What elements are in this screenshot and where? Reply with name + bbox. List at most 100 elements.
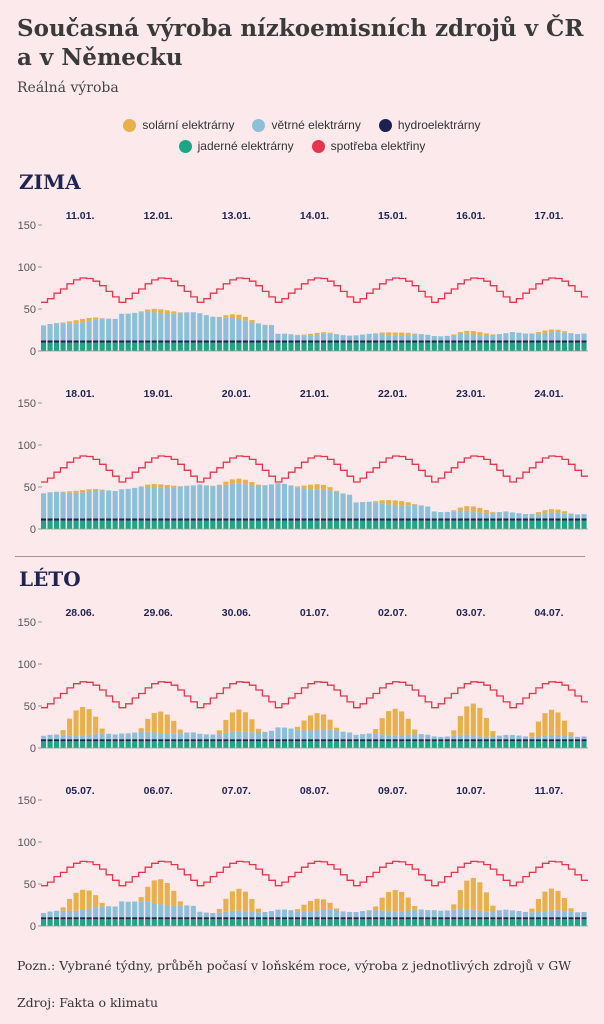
hydro-segment bbox=[483, 739, 489, 742]
nuclear-segment bbox=[307, 919, 314, 926]
nuclear-segment bbox=[106, 520, 112, 529]
hour-bar bbox=[288, 728, 294, 748]
wind-segment bbox=[223, 732, 229, 740]
wind-segment bbox=[112, 318, 118, 341]
day-label: 23.01. bbox=[456, 388, 485, 400]
hydro-segment bbox=[249, 739, 255, 742]
hydro-segment bbox=[321, 917, 327, 920]
legend-nuclear-label: jaderné elektrárny bbox=[197, 139, 294, 153]
hour-bar bbox=[171, 311, 177, 351]
y-tick-label: 0 bbox=[30, 524, 36, 536]
wind-segment bbox=[490, 335, 496, 341]
nuclear-segment bbox=[47, 741, 53, 748]
wind-segment bbox=[301, 488, 307, 519]
nuclear-segment bbox=[490, 919, 496, 926]
nuclear-segment bbox=[86, 342, 92, 351]
wind-segment bbox=[236, 483, 242, 519]
solar-segment bbox=[145, 718, 151, 732]
wind-segment bbox=[503, 333, 509, 341]
hydro-segment bbox=[67, 518, 73, 521]
wind-segment bbox=[268, 911, 274, 918]
hour-bar bbox=[249, 719, 255, 748]
nuclear-segment bbox=[164, 741, 170, 748]
wind-segment bbox=[288, 910, 294, 918]
hour-bar bbox=[347, 732, 353, 748]
hour-bar bbox=[54, 323, 60, 351]
nuclear-segment bbox=[509, 342, 515, 351]
hydro-segment bbox=[379, 340, 385, 343]
wind-segment bbox=[249, 732, 255, 740]
wind-segment bbox=[340, 911, 346, 918]
wind-segment bbox=[392, 735, 398, 740]
hydro-segment bbox=[431, 340, 437, 343]
wind-segment bbox=[581, 333, 587, 341]
hour-bar bbox=[314, 484, 320, 529]
wind-segment bbox=[184, 732, 190, 740]
wind-segment bbox=[281, 727, 288, 740]
solar-segment bbox=[229, 314, 235, 319]
wind-segment bbox=[379, 334, 385, 341]
nuclear-segment bbox=[503, 919, 509, 926]
solar-segment bbox=[405, 332, 411, 335]
hour-bar bbox=[555, 329, 561, 351]
nuclear-segment bbox=[379, 520, 385, 529]
hydro-segment bbox=[392, 518, 398, 521]
nuclear-segment bbox=[210, 342, 216, 351]
nuclear-segment bbox=[112, 919, 118, 926]
nuclear-segment bbox=[581, 741, 587, 748]
hydro-segment bbox=[503, 739, 509, 742]
hour-bar bbox=[138, 728, 144, 748]
nuclear-segment bbox=[86, 919, 92, 926]
hydro-segment bbox=[412, 518, 418, 521]
hour-bar bbox=[99, 902, 105, 926]
hour-bar bbox=[548, 709, 555, 748]
solar-segment bbox=[80, 319, 86, 323]
solar-segment bbox=[307, 333, 314, 336]
nuclear-segment bbox=[366, 919, 372, 926]
nuclear-segment bbox=[158, 342, 164, 351]
wind-segment bbox=[54, 323, 60, 341]
hydro-segment bbox=[190, 340, 196, 343]
hour-bar bbox=[542, 330, 548, 351]
hydro-segment bbox=[509, 917, 515, 920]
hydro-segment bbox=[444, 340, 450, 343]
solar-segment bbox=[568, 732, 574, 737]
wind-segment bbox=[307, 911, 314, 918]
wind-segment bbox=[275, 727, 281, 740]
wind-segment bbox=[561, 513, 568, 519]
solar-segment bbox=[138, 728, 144, 732]
hydro-segment bbox=[522, 340, 528, 343]
hydro-segment bbox=[314, 340, 320, 343]
nuclear-segment bbox=[321, 919, 327, 926]
hydro-segment bbox=[158, 518, 164, 521]
hydro-segment bbox=[171, 739, 177, 742]
wind-segment bbox=[451, 909, 457, 918]
hydro-segment bbox=[535, 340, 541, 343]
nuclear-segment bbox=[555, 741, 561, 748]
wind-segment bbox=[327, 333, 333, 341]
nuclear-segment bbox=[112, 741, 118, 748]
hydro-segment bbox=[281, 518, 288, 521]
wind-segment bbox=[347, 494, 353, 519]
hydro-segment bbox=[457, 340, 463, 343]
wind-segment bbox=[379, 734, 385, 740]
wind-segment bbox=[399, 505, 405, 519]
wind-segment bbox=[80, 492, 86, 519]
solar-segment bbox=[307, 484, 314, 490]
hour-bar bbox=[392, 889, 398, 926]
wind-segment bbox=[93, 733, 99, 740]
hydro-segment bbox=[457, 739, 463, 742]
nuclear-segment bbox=[281, 919, 288, 926]
wind-segment bbox=[229, 483, 235, 519]
solar-segment bbox=[561, 720, 568, 736]
hydro-segment bbox=[210, 739, 216, 742]
nuclear-segment bbox=[347, 520, 353, 529]
solar-segment bbox=[73, 320, 79, 324]
hour-bar bbox=[210, 316, 216, 351]
hour-bar bbox=[535, 512, 541, 529]
nuclear-segment bbox=[151, 520, 157, 529]
legend-demand: spotřeba elektřiny bbox=[311, 139, 425, 153]
nuclear-segment bbox=[581, 520, 587, 529]
nuclear-segment bbox=[190, 342, 196, 351]
solar-segment bbox=[412, 906, 418, 910]
